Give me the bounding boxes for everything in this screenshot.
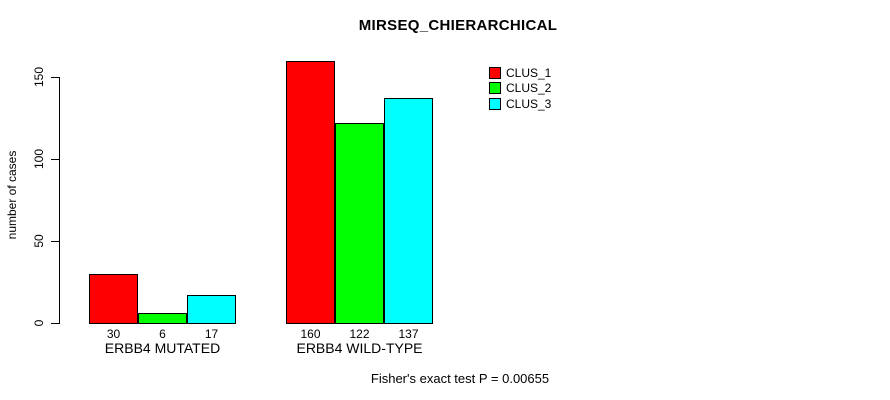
- y-axis-label: number of cases: [5, 150, 19, 240]
- legend-swatch-icon: [489, 66, 501, 79]
- bar: [89, 274, 138, 324]
- bar-value-label: 137: [398, 327, 419, 341]
- bar-value-label: 17: [204, 327, 219, 341]
- y-tick: [51, 241, 59, 242]
- y-axis-line: [59, 77, 60, 324]
- legend-label: CLUS_1: [506, 65, 552, 80]
- bar: [384, 98, 433, 324]
- y-tick: [51, 159, 59, 160]
- bar: [286, 61, 335, 324]
- x-group-label: ERBB4 WILD-TYPE: [296, 340, 423, 356]
- legend-item: CLUS_3: [489, 96, 551, 112]
- y-tick-label: 0: [32, 319, 46, 327]
- bar-value-label: 122: [349, 327, 370, 341]
- legend: CLUS_1 CLUS_2 CLUS_3: [489, 65, 551, 112]
- y-tick-label: 100: [32, 148, 46, 170]
- y-tick-label: 150: [32, 66, 46, 88]
- bar: [138, 313, 187, 324]
- x-group-label: ERBB4 MUTATED: [104, 340, 221, 356]
- bar: [187, 295, 236, 324]
- fisher-test-annotation: Fisher's exact test P = 0.00655: [370, 371, 550, 386]
- chart-title: MIRSEQ_CHIERARCHICAL: [358, 17, 558, 34]
- bar-value-label: 6: [159, 327, 166, 341]
- bar-value-label: 160: [300, 327, 321, 341]
- y-tick: [51, 77, 59, 78]
- legend-swatch-icon: [489, 82, 501, 95]
- legend-item: CLUS_1: [489, 65, 551, 81]
- bar: [335, 123, 384, 324]
- legend-swatch-icon: [489, 97, 501, 110]
- legend-label: CLUS_3: [506, 96, 552, 111]
- bar-value-label: 30: [106, 327, 121, 341]
- y-tick-label: 50: [32, 234, 46, 248]
- y-tick: [51, 323, 59, 324]
- legend-label: CLUS_2: [506, 81, 552, 96]
- legend-item: CLUS_2: [489, 81, 551, 97]
